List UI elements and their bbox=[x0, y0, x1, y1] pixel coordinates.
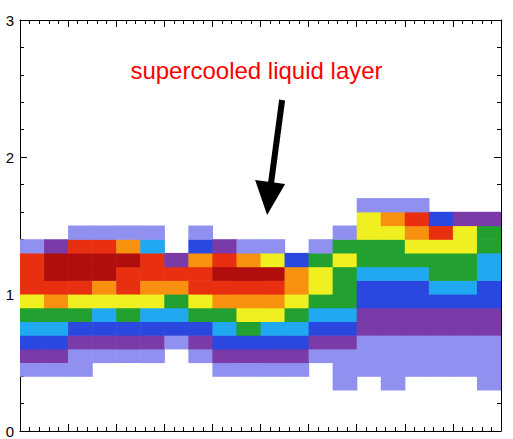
svg-text:1: 1 bbox=[6, 286, 14, 303]
svg-text:supercooled liquid layer: supercooled liquid layer bbox=[130, 57, 382, 84]
svg-text:3: 3 bbox=[6, 12, 14, 29]
svg-text:0: 0 bbox=[6, 423, 14, 439]
svg-text:2: 2 bbox=[6, 149, 14, 166]
